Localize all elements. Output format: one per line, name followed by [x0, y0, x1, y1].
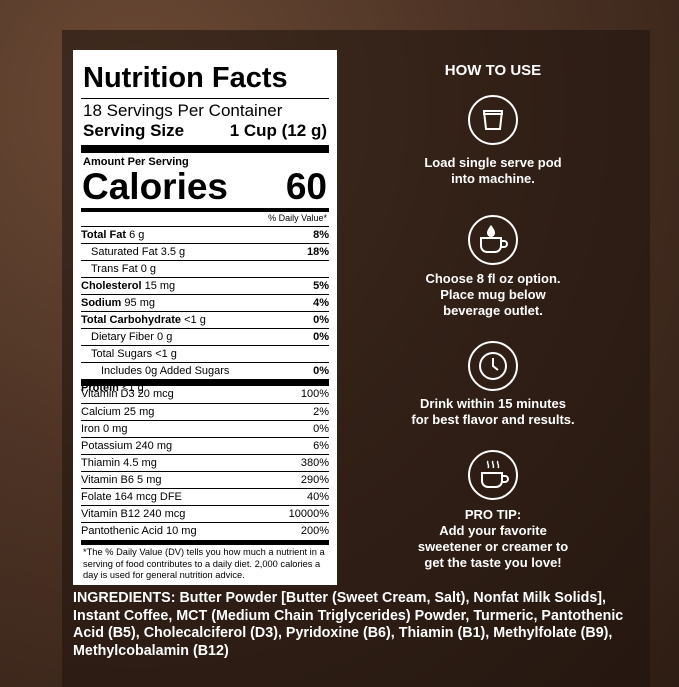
nutrient-amount: <1 g [184, 314, 206, 326]
step-text: sweetener or creamer to [417, 539, 569, 554]
nutrient-row: Includes 0g Added Sugars 0% [81, 362, 329, 380]
step-text: for best flavor and results. [411, 412, 575, 427]
label-title: Nutrition Facts [83, 62, 288, 94]
vitamin-dv: 0% [313, 423, 329, 435]
nutrient-row: Total Carbohydrate <1 g 0% [81, 311, 329, 329]
vitamin-name: Pantothenic Acid 10 mg [81, 525, 197, 537]
nutrient-name: Saturated Fat 3.5 g [91, 246, 186, 258]
nutrient-name: Trans Fat 0 g [91, 263, 157, 275]
vitamin-dv: 10000% [288, 508, 329, 520]
nutrient-dv: 4% [313, 297, 329, 309]
vitamin-dv: 40% [306, 491, 329, 503]
step-text: Add your favorite [439, 523, 547, 538]
vitamin-row: Potassium 240 mg 6% [81, 437, 329, 455]
nutrient-amount: 95 mg [124, 297, 155, 309]
nutrient-dv: 18% [306, 246, 329, 258]
amount-per-serving: Amount Per Serving [83, 156, 189, 168]
vitamin-dv: 200% [300, 525, 329, 537]
nutrient-dv: 0% [313, 331, 329, 343]
nutrient-row: Total Sugars <1 g [81, 345, 329, 363]
servings: 18 Servings Per Container [83, 101, 283, 120]
vitamin-name: Vitamin B12 240 mcg [81, 508, 186, 520]
step-text: into machine. [451, 171, 535, 186]
step-text: Load single serve pod [424, 155, 562, 170]
nutrient-name: Total Fat [81, 229, 127, 241]
vitamin-name: Calcium 25 mg [81, 406, 155, 418]
step-text: Place mug below [440, 287, 546, 302]
ingredients: INGREDIENTS: Butter Powder [Butter (Swee… [73, 590, 653, 660]
vitamin-row: Thiamin 4.5 mg 380% [81, 454, 329, 472]
nutrient-row: Sodium 95 mg 4% [81, 294, 329, 312]
vitamin-dv: 380% [300, 457, 329, 469]
ingredients-text: Butter Powder [Butter (Sweet Cream, Salt… [73, 590, 624, 659]
vitamin-row: Folate 164 mcg DFE 40% [81, 488, 329, 506]
rule [81, 208, 329, 212]
vitamin-dv: 100% [300, 388, 329, 400]
vitamin-name: Potassium 240 mg [81, 440, 173, 452]
nutrient-row: Saturated Fat 3.5 g 18% [81, 243, 329, 261]
mug-icon [468, 215, 518, 265]
nutrient-dv: 0% [313, 365, 329, 377]
vitamin-name: Vitamin D3 20 mcg [81, 388, 174, 400]
nutrient-row: Protein <1 g [81, 379, 329, 397]
vitamin-row: Pantothenic Acid 10 mg 200% [81, 522, 329, 540]
nutrient-name: Sodium [81, 297, 122, 309]
vitamin-dv: 290% [300, 474, 329, 486]
rule [81, 379, 329, 386]
nutrient-amount: 6 g [129, 229, 145, 241]
nutrient-dv: 0% [313, 314, 329, 326]
serving-size-label: Serving Size [83, 121, 185, 140]
rule [81, 540, 329, 545]
clock-icon [468, 341, 518, 391]
nutrient-name: Dietary Fiber 0 g [91, 331, 173, 343]
ingredients-heading: INGREDIENTS: [73, 590, 176, 606]
vitamin-name: Thiamin 4.5 mg [81, 457, 157, 469]
nutrient-dv: 8% [313, 229, 329, 241]
nutrient-name: Cholesterol [81, 280, 142, 292]
vitamin-row: Iron 0 mg 0% [81, 420, 329, 438]
vitamin-name: Vitamin B6 5 mg [81, 474, 162, 486]
step-text: beverage outlet. [443, 303, 543, 318]
nutrient-row: Total Fat 6 g 8% [81, 226, 329, 244]
step-text: Drink within 15 minutes [420, 396, 566, 411]
nutrient-name: Total Carbohydrate [81, 314, 182, 326]
vitamin-dv: 6% [313, 440, 329, 452]
vitamin-name: Iron 0 mg [81, 423, 128, 435]
nutrient-name: Total Sugars <1 g [91, 348, 177, 360]
hot-mug-icon [468, 450, 518, 500]
nutrient-dv: 5% [313, 280, 329, 292]
vitamin-row: Vitamin B12 240 mcg 10000% [81, 505, 329, 523]
nutrition-label: Nutrition Facts 18 Servings Per Containe… [73, 50, 337, 585]
step-text: Choose 8 fl oz option. [425, 271, 561, 286]
step-text: get the taste you love! [424, 555, 562, 570]
calories-label: Calories [82, 166, 229, 207]
nutrient-row: Trans Fat 0 g [81, 260, 329, 278]
pod-icon [468, 95, 518, 145]
vitamin-row: Vitamin B6 5 mg 290% [81, 471, 329, 489]
serving-size: 1 Cup (12 g) [229, 121, 327, 140]
nutrient-row: Cholesterol 15 mg 5% [81, 277, 329, 295]
vitamin-row: Vitamin D3 20 mcg 100% [81, 386, 329, 403]
footnote: *The % Daily Value (DV) tells you how mu… [83, 547, 325, 580]
nutrient-name: Protein [81, 382, 119, 394]
dv-header: % Daily Value* [268, 213, 327, 223]
rule [81, 98, 329, 99]
nutrient-name: Includes 0g Added Sugars [101, 365, 230, 377]
nutrient-amount: <1 g [121, 382, 144, 394]
step-text: PRO TIP: [464, 507, 522, 522]
vitamin-row: Calcium 25 mg 2% [81, 403, 329, 421]
nutrient-row: Dietary Fiber 0 g 0% [81, 328, 329, 346]
calories: 60 [285, 166, 327, 207]
vitamin-dv: 2% [313, 406, 329, 418]
rule [81, 145, 329, 153]
how-title: HOW TO USE [444, 62, 542, 79]
vitamin-name: Folate 164 mcg DFE [81, 491, 182, 503]
nutrient-amount: 15 mg [144, 280, 176, 292]
